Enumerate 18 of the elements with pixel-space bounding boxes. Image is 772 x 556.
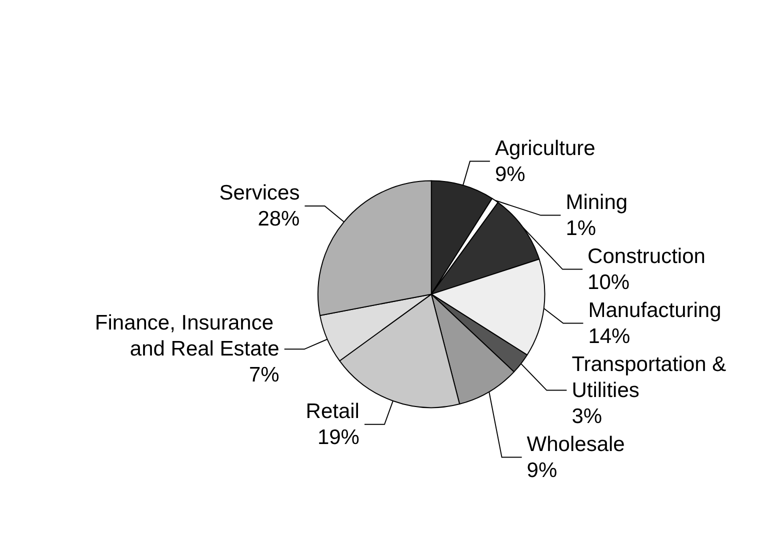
slice-label: Services (219, 181, 300, 204)
slice-label: Manufacturing (588, 298, 722, 322)
data-label: 10% (588, 270, 630, 294)
slice-label: Finance, Insurance and Real Estate (94, 312, 280, 361)
data-label: 28% (258, 207, 300, 230)
slice-label: Construction (588, 244, 706, 268)
data-label: 9% (526, 458, 558, 482)
slice-label: Retail (306, 400, 360, 423)
slice-label: Wholesale (526, 432, 625, 456)
data-label: 3% (572, 404, 602, 428)
data-label: 19% (317, 426, 360, 449)
slice-label: Agriculture (494, 136, 596, 160)
data-label: 9% (494, 162, 526, 186)
slice-label: Mining (566, 190, 628, 214)
data-label: 1% (566, 216, 596, 240)
slice-label: Transportation & Utilities (572, 352, 732, 402)
data-label: 7% (248, 364, 280, 387)
data-label: 14% (588, 324, 630, 348)
